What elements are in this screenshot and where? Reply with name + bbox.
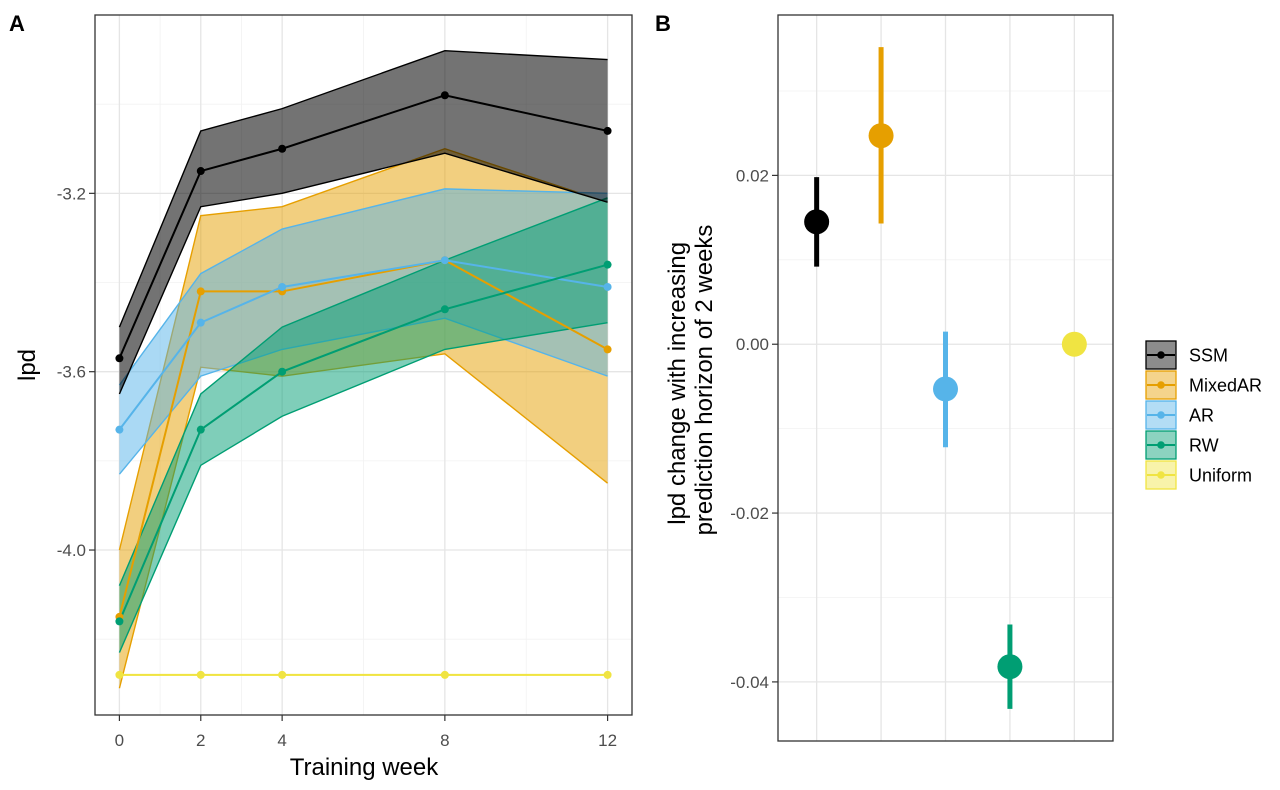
legend-item-ar: AR xyxy=(1145,400,1214,430)
legend-label: Uniform xyxy=(1189,466,1252,486)
estimate-point-rw xyxy=(997,654,1023,680)
x-tick-label: 0 xyxy=(115,731,124,750)
y-tick-label: 0.00 xyxy=(736,335,769,354)
point-rw xyxy=(440,305,449,314)
legend-item-mixedar: MixedAR xyxy=(1145,370,1262,400)
band-lower-ssm xyxy=(118,152,608,395)
y-tick-label: -3.2 xyxy=(57,184,86,203)
panel-b-border xyxy=(777,14,1114,742)
band-ssm xyxy=(119,50,608,394)
estimate-point-uniform xyxy=(1061,331,1087,357)
panel-b-y-axis-title-line-2: prediction horizon of 2 weeks xyxy=(691,225,718,536)
panel-a-points xyxy=(115,91,612,679)
legend-label: SSM xyxy=(1189,346,1228,366)
panel-a-x-axis-title: Training week xyxy=(290,754,440,781)
point-rw xyxy=(115,617,124,626)
panel-b-letter: B xyxy=(655,11,671,36)
point-ar xyxy=(440,256,449,265)
legend-item-uniform: Uniform xyxy=(1145,460,1252,490)
legend: SSM MixedAR AR RW Uniform xyxy=(1145,340,1262,490)
panel-a-y-axis-title: lpd xyxy=(14,349,41,381)
band-upper-ssm xyxy=(118,49,608,328)
estimate-point-ar xyxy=(933,376,958,402)
panel-a-border xyxy=(94,14,633,716)
point-ssm xyxy=(603,126,612,135)
legend-label: AR xyxy=(1189,406,1214,426)
point-ssm xyxy=(440,91,449,100)
legend-key-point xyxy=(1157,471,1165,479)
y-tick-label: -4.0 xyxy=(57,541,86,560)
legend-item-ssm: SSM xyxy=(1145,340,1228,370)
band-upper-rw xyxy=(118,197,608,586)
panel-b-y-ticks: 0.02 0.00 -0.02 -0.04 xyxy=(730,166,778,692)
panel-b-marks xyxy=(804,47,1087,709)
point-mixedar xyxy=(196,287,205,296)
legend-key-point xyxy=(1157,351,1165,359)
estimate-point-mixedar xyxy=(868,123,894,149)
legend-key-point xyxy=(1157,411,1165,419)
point-uniform xyxy=(115,670,124,679)
legend-item-rw: RW xyxy=(1145,430,1219,460)
panel-b-y-axis-title-line-1: lpd change with increasing xyxy=(664,242,691,525)
x-tick-label: 8 xyxy=(440,731,449,750)
point-uniform xyxy=(196,670,205,679)
point-ssm xyxy=(115,354,124,363)
band-rw xyxy=(119,197,608,653)
point-rw xyxy=(278,367,287,376)
panel-a: A 0 2 4 8 12 -3.2 -3.6 -4.0 Training week lpd xyxy=(9,11,633,781)
point-uniform xyxy=(278,670,287,679)
point-ar xyxy=(603,282,612,291)
panel-a-letter: A xyxy=(9,11,25,36)
panel-a-x-ticks: 0 2 4 8 12 xyxy=(115,715,617,750)
estimate-point-ssm xyxy=(804,209,830,235)
legend-key-point xyxy=(1157,381,1165,389)
y-tick-label: -0.04 xyxy=(730,673,769,692)
legend-key-point xyxy=(1157,441,1165,449)
x-tick-label: 12 xyxy=(598,731,617,750)
panel-b-y-axis-title: lpd change with increasing prediction ho… xyxy=(664,225,718,536)
point-uniform xyxy=(603,670,612,679)
band-upper-ar xyxy=(118,188,608,386)
point-ar xyxy=(196,318,205,327)
point-rw xyxy=(603,260,612,269)
point-ar xyxy=(278,282,287,291)
band-lower-rw xyxy=(118,321,608,653)
point-uniform xyxy=(440,670,449,679)
point-ssm xyxy=(278,144,287,153)
y-tick-label: -3.6 xyxy=(57,363,86,382)
point-mixedar xyxy=(603,345,612,354)
panel-a-y-ticks: -3.2 -3.6 -4.0 xyxy=(57,184,95,560)
point-ar xyxy=(115,425,124,434)
panel-b: B 0.02 0.00 -0.02 -0.04 lpd change with inc… xyxy=(655,11,1114,742)
x-tick-label: 2 xyxy=(196,731,205,750)
point-ssm xyxy=(196,167,205,176)
point-rw xyxy=(196,425,205,434)
x-tick-label: 4 xyxy=(277,731,286,750)
y-tick-label: 0.02 xyxy=(736,166,769,185)
legend-label: MixedAR xyxy=(1189,376,1262,396)
legend-label: RW xyxy=(1189,436,1219,456)
y-tick-label: -0.02 xyxy=(730,504,769,523)
